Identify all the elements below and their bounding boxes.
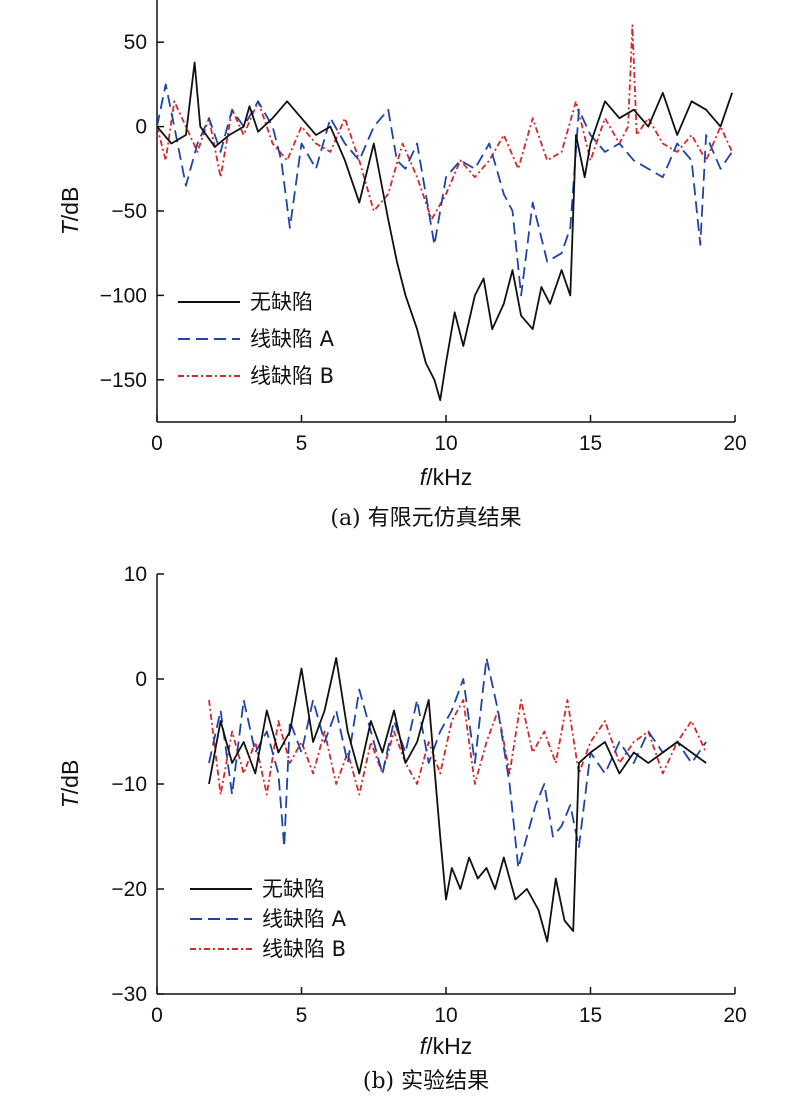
y-tick-label: 10	[124, 563, 147, 586]
y-axis-label-unit: /dB	[57, 760, 83, 795]
x-tick-label: 15	[579, 432, 602, 455]
y-axis-label-var: T	[57, 792, 83, 808]
x-axis-label-unit: /kHz	[426, 464, 472, 490]
series-line-1	[157, 83, 733, 297]
y-tick-label: −150	[100, 369, 147, 392]
y-tick-label: −10	[111, 773, 147, 796]
y-tick-label: −20	[111, 878, 147, 901]
series-line-0	[208, 657, 707, 943]
y-axis-label-var: T	[57, 219, 83, 235]
legend-label-1: 线缺陷 A	[250, 327, 335, 351]
y-axis-label: T/dB	[57, 760, 83, 809]
series-line-2	[157, 24, 733, 221]
series-line-2	[208, 699, 707, 796]
x-tick-label: 15	[579, 1004, 602, 1027]
y-tick-label: −30	[111, 983, 147, 1006]
chart-caption: (b) 实验结果	[363, 1069, 489, 1094]
x-axis-label-var: f	[420, 464, 429, 490]
series-line-0	[157, 61, 733, 402]
y-tick-label: 50	[124, 31, 147, 54]
y-axis-label-unit: /dB	[57, 187, 83, 222]
x-axis-label: f/kHz	[420, 1033, 472, 1059]
x-tick-label: 5	[296, 1004, 308, 1027]
x-tick-label: 0	[151, 1004, 163, 1027]
x-tick-label: 5	[296, 432, 308, 455]
y-tick-label: 0	[135, 116, 147, 139]
y-tick-label: −100	[100, 284, 147, 307]
series-line-1	[208, 657, 707, 869]
legend-label-0: 无缺陷	[250, 290, 313, 314]
x-tick-label: 20	[723, 1004, 746, 1027]
legend-label-0: 无缺陷	[262, 877, 325, 901]
y-axis-label: T/dB	[57, 187, 83, 236]
x-tick-label: 20	[723, 432, 746, 455]
x-tick-label: 0	[151, 432, 163, 455]
x-axis-label-unit: /kHz	[426, 1033, 472, 1059]
x-tick-label: 10	[434, 1004, 457, 1027]
x-tick-label: 10	[434, 432, 457, 455]
x-axis-label-var: f	[420, 1033, 429, 1059]
x-axis-label: f/kHz	[420, 464, 472, 490]
legend-label-2: 线缺陷 B	[250, 364, 334, 388]
legend-label-1: 线缺陷 A	[262, 907, 347, 931]
y-tick-label: 0	[135, 668, 147, 691]
legend-label-2: 线缺陷 B	[262, 937, 346, 961]
y-tick-label: −50	[111, 200, 147, 223]
chart-caption: (a) 有限元仿真结果	[330, 506, 521, 531]
